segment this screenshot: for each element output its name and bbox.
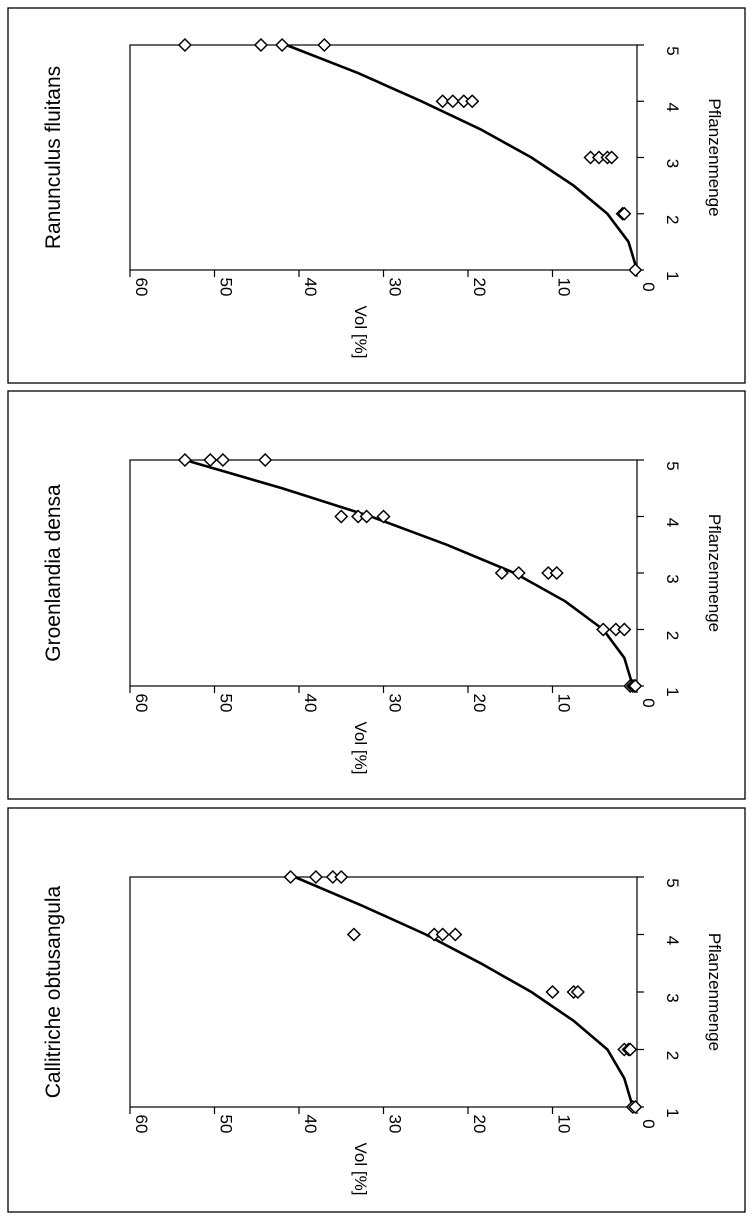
category-tick-label: 1 [663, 687, 682, 696]
data-point [308, 869, 323, 885]
value-tick-label: 10 [555, 278, 574, 297]
data-point [465, 94, 480, 109]
value-tick-label: 0 [639, 282, 658, 291]
data-point [435, 94, 450, 109]
plot-area [129, 44, 638, 271]
trend-curve [285, 43, 639, 271]
value-tick-label: 30 [386, 278, 405, 297]
value-tick-label: 30 [386, 1115, 405, 1134]
value-tick-label: 10 [555, 1115, 574, 1134]
value-tick-label: 20 [470, 694, 489, 713]
category-tick-label: 2 [663, 1051, 682, 1060]
category-tick-label: 4 [663, 936, 682, 945]
data-point [334, 869, 349, 885]
data-point [628, 678, 643, 694]
value-tick-label: 60 [132, 1115, 151, 1134]
chart-panel-3: 0 10 20 30 40 50 60 1 2 3 4 5 Pflanzenmenge Vol [%] Ca… [7, 807, 746, 1213]
data-point [628, 1099, 643, 1115]
value-tick-label: 50 [217, 278, 236, 297]
panel-frame [7, 807, 746, 1213]
data-point [435, 927, 450, 942]
chart-title: Ranunculus fluitans [42, 66, 65, 249]
category-tick-label: 5 [663, 461, 682, 470]
data-point [376, 509, 391, 524]
trend-curve [294, 875, 635, 1108]
value-tick-label: 0 [639, 1119, 658, 1128]
value-tick-label: 40 [301, 694, 320, 713]
category-tick-label: 1 [663, 1108, 682, 1117]
data-point [511, 565, 526, 581]
value-tick-label: 10 [555, 694, 574, 713]
data-point [177, 452, 192, 468]
value-tick-label: 30 [386, 694, 405, 713]
data-point [445, 94, 460, 109]
value-tick-label: 20 [470, 278, 489, 297]
data-point [448, 927, 463, 942]
category-tick-label: 3 [663, 993, 682, 1002]
data-point [570, 984, 585, 1000]
category-tick-label: 2 [663, 215, 682, 224]
chart-title: Callitriche obtusangula [42, 885, 65, 1098]
data-point [253, 37, 269, 53]
panel-frame [7, 7, 746, 384]
plot-area [129, 876, 638, 1108]
data-point [215, 452, 231, 468]
data-point [346, 927, 361, 942]
category-tick-label: 5 [663, 878, 682, 887]
value-tick-label: 40 [301, 278, 320, 297]
data-point [604, 150, 619, 165]
value-tick-label: 40 [301, 1115, 320, 1134]
data-point [317, 37, 332, 53]
category-tick-label: 2 [663, 631, 682, 640]
data-point [177, 37, 192, 53]
category-axis-label: Pflanzenmenge [705, 98, 724, 216]
data-point [334, 509, 349, 524]
category-axis-label: Pflanzenmenge [705, 514, 724, 632]
value-axis-label: Vol [%] [351, 1143, 370, 1196]
data-point [617, 206, 632, 221]
category-axis-label: Pflanzenmenge [705, 933, 724, 1051]
data-point [628, 262, 643, 278]
category-tick-label: 1 [663, 271, 682, 280]
category-tick-label: 3 [663, 159, 682, 168]
value-tick-label: 20 [470, 1115, 489, 1134]
data-point [275, 37, 290, 53]
category-tick-label: 5 [663, 46, 682, 55]
panel-frame [7, 390, 746, 800]
data-point [359, 509, 374, 524]
value-axis-label: Vol [%] [351, 306, 370, 359]
trend-curve [184, 458, 635, 687]
category-tick-label: 4 [663, 518, 682, 527]
value-tick-label: 50 [217, 1115, 236, 1134]
data-point [494, 565, 509, 581]
data-point [203, 452, 218, 468]
data-point [283, 869, 298, 885]
chart-panel-1: 0 10 20 30 40 50 60 1 2 3 4 5 Pflanzenmenge Vol [%] Ra… [7, 7, 746, 384]
category-tick-label: 4 [663, 103, 682, 112]
data-point [258, 452, 273, 468]
chart-title: Groenlandia densa [42, 484, 65, 662]
value-tick-label: 50 [217, 694, 236, 713]
value-axis-label: Vol [%] [351, 722, 370, 775]
data-point [596, 622, 611, 637]
data-point [545, 984, 560, 1000]
data-point [549, 565, 564, 581]
value-tick-label: 60 [132, 278, 151, 297]
value-tick-label: 0 [639, 698, 658, 707]
category-tick-label: 3 [663, 574, 682, 583]
value-tick-label: 60 [132, 694, 151, 713]
data-point [617, 622, 632, 637]
chart-panel-2: 0 10 20 30 40 50 60 1 2 3 4 5 Pflanzenmenge Vol [%] Gr… [7, 390, 746, 800]
data-point [623, 1042, 638, 1057]
